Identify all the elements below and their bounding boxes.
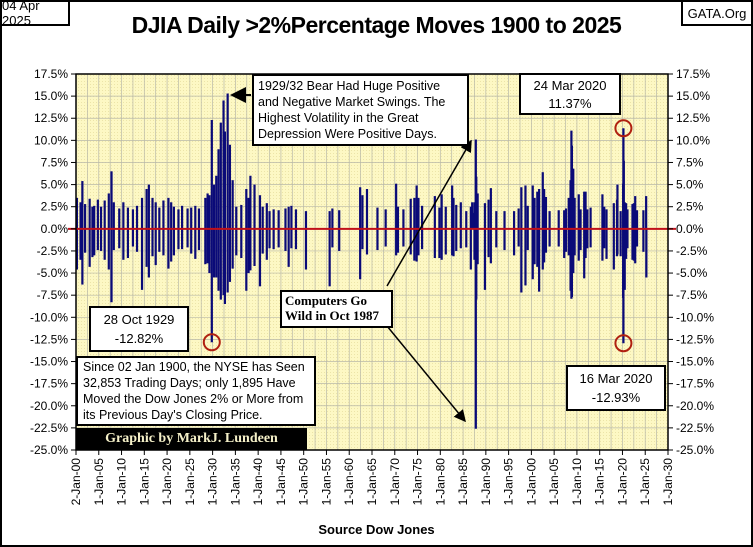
annotation-1929-bear: 1929/32 Bear Had Huge Positive and Negat… — [252, 74, 469, 146]
x-tick-label: 1-Jan-00 — [524, 458, 538, 506]
x-tick-label: 1-Jan-45 — [274, 458, 288, 506]
x-tick-label: 1-Jan-10 — [570, 458, 584, 506]
x-tick-label: 1-Jan-30 — [206, 458, 220, 506]
y-tick-label: 17.5% — [676, 67, 710, 81]
x-tick-label: 1-Jan-60 — [342, 458, 356, 506]
y-tick-label: 0.0% — [41, 222, 69, 236]
annotation-24-mar-2020: 24 Mar 2020 11.37% — [519, 73, 621, 115]
x-tick-label: 1-Jan-90 — [479, 458, 493, 506]
y-tick-label: -25.0% — [30, 443, 68, 457]
annotation-28-oct-1929: 28 Oct 1929 -12.82% — [89, 306, 189, 352]
y-tick-label: -20.0% — [676, 399, 714, 413]
arrow-1987-down — [386, 325, 466, 423]
x-tick-label: 1-Jan-70 — [388, 458, 402, 506]
y-tick-label: -17.5% — [30, 377, 68, 391]
x-tick-label: 1-Jan-15 — [593, 458, 607, 506]
source-label: Source Dow Jones — [318, 522, 435, 537]
data-bars — [75, 93, 648, 429]
annotation-date: 28 Oct 1929 — [103, 312, 175, 327]
y-tick-label: -22.5% — [30, 421, 68, 435]
y-tick-label: -15.0% — [676, 355, 714, 369]
highlight-circles — [202, 119, 633, 353]
y-tick-label: 5.0% — [41, 178, 69, 192]
y-tick-label: 12.5% — [676, 111, 710, 125]
x-tick-label: 1-Jan-05 — [92, 458, 106, 506]
highlight-circle — [614, 334, 633, 353]
y-tick-label: -5.0% — [37, 266, 69, 280]
x-tick-label: 1-Jan-30 — [661, 458, 675, 506]
annotation-value: -12.82% — [114, 331, 164, 346]
x-tick-label: 1-Jan-55 — [319, 458, 333, 506]
y-tick-label: -2.5% — [37, 244, 69, 258]
x-tick-label: 1-Jan-15 — [137, 458, 151, 506]
annotation-date: 16 Mar 2020 — [579, 371, 653, 386]
date-label: 04 Apr 2025 — [0, 0, 70, 28]
x-tick-label: 1-Jan-40 — [251, 458, 265, 506]
x-tick-label: 2-Jan-00 — [69, 458, 83, 506]
y-tick-label: 2.5% — [41, 200, 69, 214]
arrow-1987-up — [386, 139, 472, 287]
annotation-16-mar-2020: 16 Mar 2020 -12.93% — [566, 365, 666, 411]
y-tick-label: -17.5% — [676, 377, 714, 391]
y-tick-label: -10.0% — [676, 310, 714, 324]
y-tick-label: -25.0% — [676, 443, 714, 457]
x-tick-label: 1-Jan-35 — [228, 458, 242, 506]
y-tick-label: 12.5% — [34, 111, 68, 125]
x-tick-label: 1-Jan-25 — [183, 458, 197, 506]
y-tick-label: -10.0% — [30, 310, 68, 324]
x-tick-label: 1-Jan-10 — [115, 458, 129, 506]
y-tick-label: 10.0% — [676, 133, 710, 147]
highlight-circle — [614, 119, 633, 138]
y-tick-label: 10.0% — [34, 133, 68, 147]
y-tick-label: -20.0% — [30, 399, 68, 413]
annotation-value: 11.37% — [548, 96, 592, 111]
y-tick-label: 7.5% — [41, 155, 69, 169]
highlight-circle — [202, 333, 221, 352]
y-tick-label: -5.0% — [676, 266, 708, 280]
x-tick-label: 1-Jan-95 — [502, 458, 516, 506]
y-tick-label: 5.0% — [676, 178, 704, 192]
credit-banner: Graphic by MarkJ. Lundeen — [76, 428, 307, 450]
x-tick-label: 1-Jan-20 — [615, 458, 629, 506]
y-tick-label: -12.5% — [676, 332, 714, 346]
x-tick-label: 1-Jan-25 — [638, 458, 652, 506]
y-tick-label: -7.5% — [676, 288, 708, 302]
x-axis: 2-Jan-00 1-Jan-05 1-Jan-10 1-Jan-15 1-Jan-20… — [69, 450, 675, 505]
y-tick-label: 2.5% — [676, 200, 704, 214]
y-tick-label: -7.5% — [37, 288, 69, 302]
y-tick-label: -22.5% — [676, 421, 714, 435]
y-axis-left: 17.5% 15.0% 12.5% 10.0% 7.5% 5.0% 2.5% 0.0% -2.5… — [30, 67, 76, 457]
annotation-trading-days: Since 02 Jan 1900, the NYSE has Seen 32,… — [76, 356, 316, 426]
annotation-date: 24 Mar 2020 — [533, 78, 607, 93]
y-axis-right: 17.5% 15.0% 12.5% 10.0% 7.5% 5.0% 2.5% 0.0% -2.5… — [668, 67, 714, 457]
x-tick-label: 1-Jan-65 — [365, 458, 379, 506]
annotation-value: -12.93% — [591, 390, 641, 405]
y-tick-label: -12.5% — [30, 332, 68, 346]
x-tick-label: 1-Jan-20 — [160, 458, 174, 506]
x-tick-label: 1-Jan-05 — [547, 458, 561, 506]
y-tick-label: -2.5% — [676, 244, 708, 258]
x-tick-label: 1-Jan-75 — [411, 458, 425, 506]
x-tick-label: 1-Jan-50 — [297, 458, 311, 506]
y-tick-label: 7.5% — [676, 155, 704, 169]
x-tick-label: 1-Jan-85 — [456, 458, 470, 506]
x-tick-label: 1-Jan-80 — [433, 458, 447, 506]
data-cluster — [472, 212, 475, 229]
chart-title: DJIA Daily >2%Percentage Moves 1900 to 2… — [131, 12, 622, 38]
y-tick-label: -15.0% — [30, 355, 68, 369]
annotation-computers-1987: Computers Go Wild in Oct 1987 — [280, 290, 393, 328]
y-tick-label: 0.0% — [676, 222, 704, 236]
y-tick-label: 15.0% — [676, 89, 710, 103]
y-tick-label: 15.0% — [34, 89, 68, 103]
y-tick-label: 17.5% — [34, 67, 68, 81]
site-label: GATA.Org — [681, 0, 753, 26]
